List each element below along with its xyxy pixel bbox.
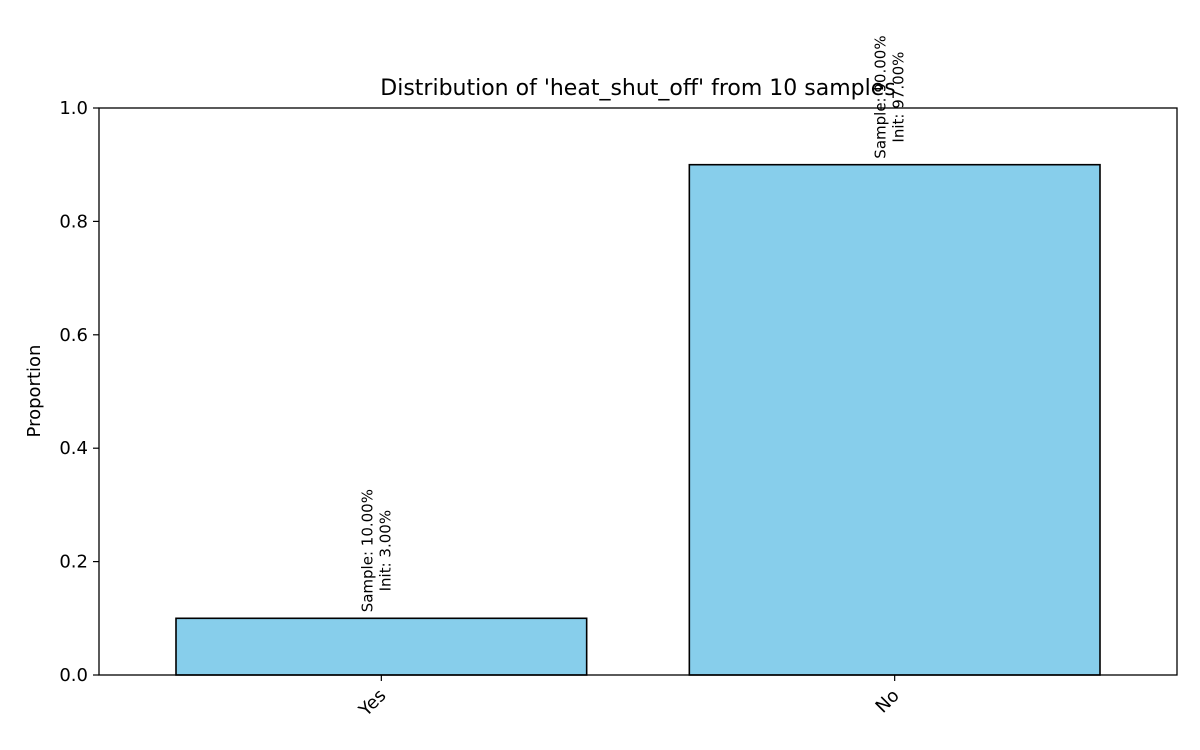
y-tick-label: 0.8: [59, 211, 88, 232]
x-tick-label: No: [872, 685, 904, 717]
chart-title: Distribution of 'heat_shut_off' from 10 …: [380, 76, 895, 101]
data-label-line: Init: 3.00%: [376, 510, 394, 591]
data-label-no: Sample: 90.00%Init: 97.00%: [872, 35, 908, 158]
bars-layer: [175, 163, 1101, 676]
y-tick-label: 0.4: [59, 438, 88, 459]
data-label-line: Sample: 90.00%: [872, 35, 890, 158]
bar-yes: [175, 617, 588, 676]
data-labels-layer: Sample: 10.00%Init: 3.00%Sample: 90.00%I…: [358, 35, 907, 612]
data-label-yes: Sample: 10.00%Init: 3.00%: [358, 489, 394, 612]
y-tick-label: 0.6: [59, 325, 88, 346]
y-tick-label: 0.0: [59, 665, 88, 686]
x-tick-label: Yes: [354, 685, 390, 721]
y-axis-label: Proportion: [24, 345, 45, 438]
y-tick-label: 0.2: [59, 552, 88, 573]
data-label-line: Sample: 10.00%: [358, 489, 376, 612]
data-label-line: Init: 97.00%: [890, 52, 908, 143]
y-tick-label: 1.0: [59, 98, 88, 119]
bar-no: [688, 163, 1101, 676]
plot-frame: [98, 107, 1178, 676]
